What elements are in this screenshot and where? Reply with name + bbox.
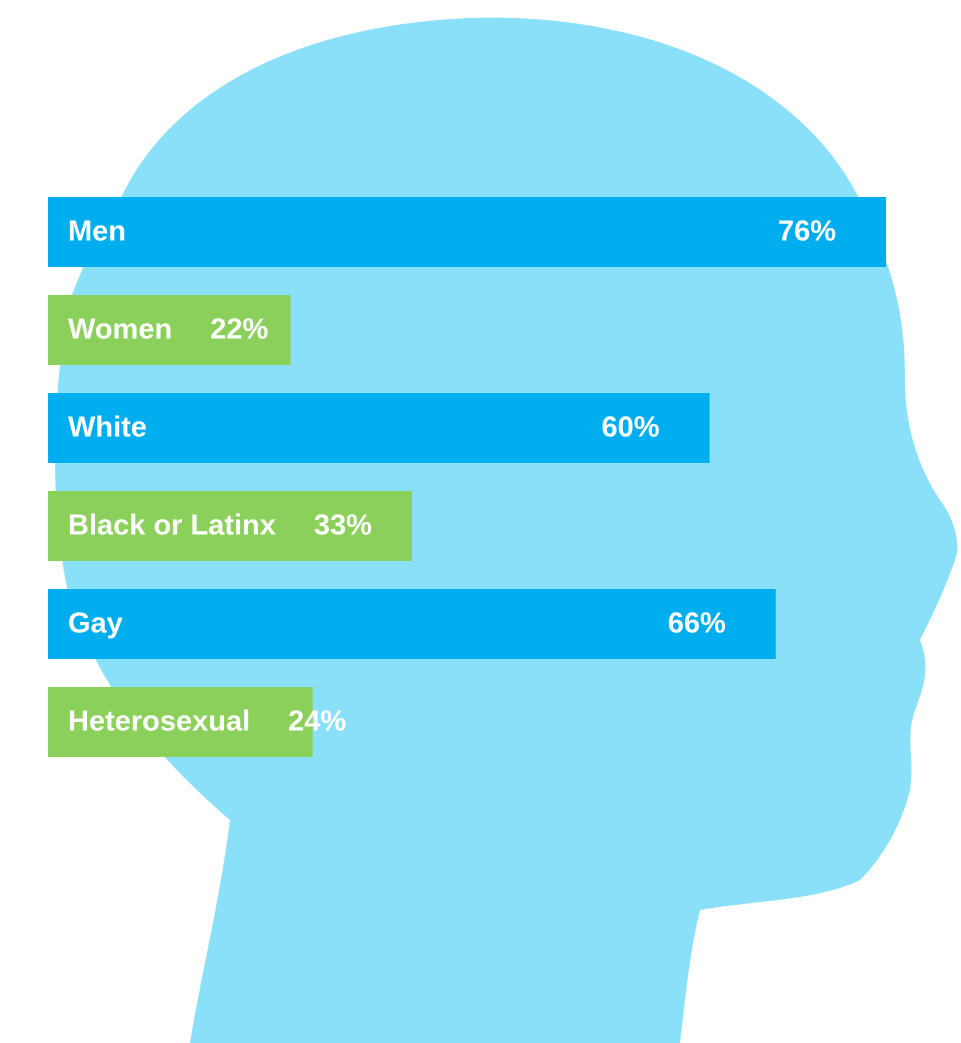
bar: [48, 197, 886, 267]
value-label: 22%: [210, 314, 268, 346]
value-label: 76%: [778, 216, 836, 248]
category-label: White: [68, 412, 147, 444]
value-label: 33%: [314, 510, 372, 542]
category-label: Black or Latinx: [68, 510, 276, 542]
category-label: Heterosexual: [68, 706, 250, 738]
value-label: 60%: [602, 412, 660, 444]
category-label: Gay: [68, 608, 123, 640]
value-label: 24%: [288, 706, 346, 738]
category-label: Men: [68, 216, 126, 248]
infographic: Men 76% Women 22% White 60% Black or Latinx 33%…: [0, 0, 961, 1043]
bar: [48, 589, 776, 659]
category-label: Women: [68, 314, 172, 346]
value-label: 66%: [668, 608, 726, 640]
